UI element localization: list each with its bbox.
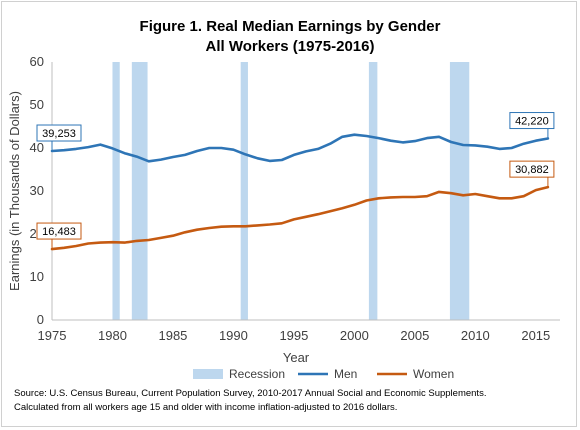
source-note-line2: Calculated from all workers age 15 and o…: [14, 402, 397, 413]
series-line-men: [50, 133, 550, 163]
callout-box-1: [36, 222, 82, 240]
recession-band-3: [368, 62, 378, 320]
y-tick-label-50: 50: [30, 97, 44, 112]
recession-band-0: [112, 62, 120, 320]
recession-band-1: [131, 62, 148, 320]
y-tick-label-60: 60: [30, 54, 44, 69]
y-tick-label-30: 30: [30, 183, 44, 198]
y-tick-label-10: 10: [30, 269, 44, 284]
recession-band-2: [240, 62, 248, 320]
chart-title-line2: All Workers (1975-2016): [206, 38, 375, 55]
recession-band-4: [449, 62, 470, 320]
series-lines: [50, 133, 550, 251]
recession-bands: [112, 62, 470, 320]
y-axis-label: Earnings (in Thousands of Dollars): [7, 91, 22, 291]
x-axis-label: Year: [283, 350, 310, 365]
callout-label-0: 39,253: [42, 128, 76, 140]
legend-label-men: Men: [334, 367, 357, 381]
callout-box-0: [36, 124, 82, 142]
x-tick-label-2000: 2000: [340, 328, 369, 343]
source-note-line1: Source: U.S. Census Bureau, Current Popu…: [14, 388, 486, 399]
callout-label-1: 16,483: [42, 226, 76, 238]
chart-title-line1: Figure 1. Real Median Earnings by Gender: [140, 18, 441, 35]
callout-box-3: [509, 160, 555, 178]
x-tick-label-2010: 2010: [461, 328, 490, 343]
callout-box-2: [509, 112, 555, 130]
legend-swatch-recession: [193, 369, 223, 379]
x-tick-label-1975: 1975: [38, 328, 67, 343]
y-tick-label-40: 40: [30, 140, 44, 155]
legend-label-women: Women: [413, 367, 454, 381]
callout-label-3: 30,882: [515, 164, 549, 176]
callout-label-2: 42,220: [515, 116, 549, 128]
y-tick-label-0: 0: [37, 312, 44, 327]
x-tick-label-1990: 1990: [219, 328, 248, 343]
legend: Recession Men Women: [193, 367, 454, 381]
value-callouts: 39,253 16,483 42,220 30,882: [36, 112, 555, 250]
legend-label-recession: Recession: [229, 367, 285, 381]
axes: 0102030405060197519801985199019952000200…: [30, 54, 560, 343]
x-tick-label-1980: 1980: [98, 328, 127, 343]
x-tick-label-2015: 2015: [521, 328, 550, 343]
x-tick-label-1985: 1985: [158, 328, 187, 343]
series-line-women: [50, 185, 550, 251]
x-tick-label-2005: 2005: [400, 328, 429, 343]
x-tick-label-1995: 1995: [279, 328, 308, 343]
